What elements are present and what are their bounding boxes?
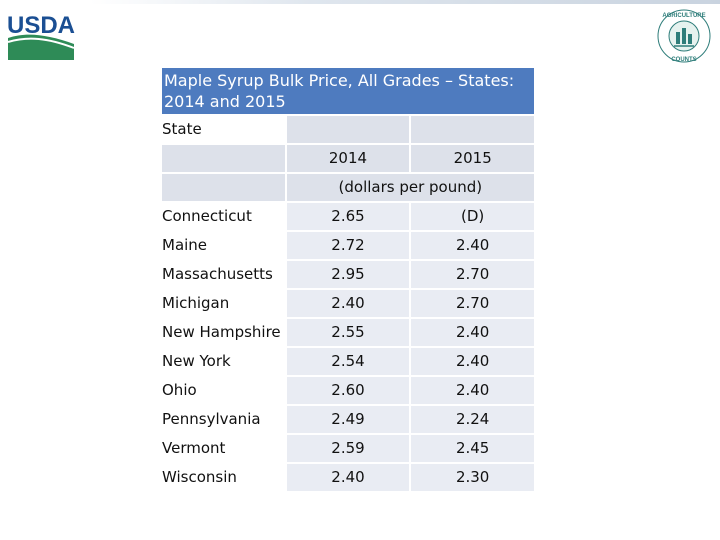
price-2015: (D) (411, 203, 534, 230)
table-row: Pennsylvania 2.49 2.24 (162, 406, 534, 433)
price-2014: 2.49 (286, 406, 410, 433)
price-2015: 2.40 (411, 377, 534, 404)
table-row: Wisconsin 2.40 2.30 (162, 464, 534, 491)
header-blank-cell (162, 145, 285, 172)
state-name: Connecticut (162, 203, 285, 230)
price-2014: 2.55 (286, 319, 410, 346)
state-name: Wisconsin (162, 464, 285, 491)
price-2015: 2.24 (411, 406, 534, 433)
table-row: Connecticut 2.65 (D) (162, 203, 534, 230)
svg-text:AGRICULTURE: AGRICULTURE (662, 13, 705, 19)
state-column-header: State (162, 120, 202, 138)
state-name: Vermont (162, 435, 285, 462)
state-name: New York (162, 348, 285, 375)
price-2014: 2.65 (286, 203, 410, 230)
state-name: Maine (162, 232, 285, 259)
table-row: Maine 2.72 2.40 (162, 232, 534, 259)
price-2014: 2.54 (286, 348, 410, 375)
table-row: New York 2.54 2.40 (162, 348, 534, 375)
unit-label: (dollars per pound) (286, 174, 534, 201)
price-2015: 2.30 (411, 464, 534, 491)
header-blank-cell (286, 116, 410, 143)
agriculture-counts-seal: AGRICULTURE COUNTS (656, 8, 712, 64)
state-name: Massachusetts (162, 261, 285, 288)
table-row: Massachusetts 2.95 2.70 (162, 261, 534, 288)
state-name: Michigan (162, 290, 285, 317)
top-accent-bar (90, 0, 720, 4)
price-2014: 2.72 (286, 232, 410, 259)
table-row: New Hampshire 2.55 2.40 (162, 319, 534, 346)
price-2014: 2.40 (286, 290, 410, 317)
price-2015: 2.40 (411, 232, 534, 259)
price-2015: 2.40 (411, 319, 534, 346)
year-header-2014: 2014 (286, 145, 410, 172)
maple-syrup-price-table: Maple Syrup Bulk Price, All Grades – Sta… (160, 66, 536, 493)
price-2015: 2.70 (411, 290, 534, 317)
table-row: Ohio 2.60 2.40 (162, 377, 534, 404)
state-name: Ohio (162, 377, 285, 404)
svg-text:USDA: USDA (7, 12, 75, 39)
price-2014: 2.40 (286, 464, 410, 491)
year-header-2015: 2015 (411, 145, 534, 172)
price-2014: 2.59 (286, 435, 410, 462)
state-name: Pennsylvania (162, 406, 285, 433)
header-blank-cell (162, 174, 285, 201)
header-blank-cell (411, 116, 534, 143)
usda-logo: USDA (6, 8, 76, 60)
table-row: Vermont 2.59 2.45 (162, 435, 534, 462)
table-title: Maple Syrup Bulk Price, All Grades – Sta… (162, 68, 534, 114)
price-2014: 2.95 (286, 261, 410, 288)
price-2015: 2.45 (411, 435, 534, 462)
price-2015: 2.70 (411, 261, 534, 288)
price-2015: 2.40 (411, 348, 534, 375)
svg-text:COUNTS: COUNTS (671, 57, 696, 63)
price-2014: 2.60 (286, 377, 410, 404)
table-row: Michigan 2.40 2.70 (162, 290, 534, 317)
state-name: New Hampshire (162, 319, 285, 346)
